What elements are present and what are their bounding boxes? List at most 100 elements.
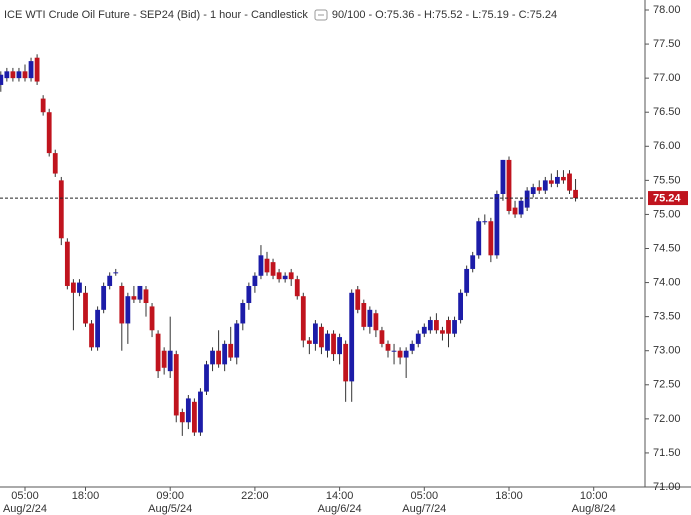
candle-body bbox=[246, 285, 252, 304]
candle-body bbox=[167, 350, 173, 372]
candle-body bbox=[343, 343, 349, 382]
candles bbox=[0, 54, 578, 436]
candle-body bbox=[4, 71, 10, 79]
candle-body bbox=[192, 401, 197, 433]
candle-body bbox=[488, 221, 494, 256]
y-tick-label: 71.50 bbox=[653, 447, 681, 459]
candle-body bbox=[240, 303, 246, 324]
x-date-label: Aug/5/24 bbox=[148, 503, 192, 515]
y-tick-label: 75.00 bbox=[653, 208, 681, 220]
candle-body bbox=[22, 71, 28, 79]
ohlc-label: C: bbox=[518, 9, 530, 21]
candle-body bbox=[403, 350, 409, 358]
candle-body bbox=[421, 326, 427, 334]
ohlc-label: O: bbox=[375, 9, 387, 21]
candle-body bbox=[482, 221, 488, 223]
candle-body bbox=[325, 333, 330, 351]
candle-body bbox=[52, 153, 58, 174]
candle-body bbox=[83, 292, 88, 324]
chart-title: ICE WTI Crude Oil Future - SEP24 (Bid) -… bbox=[4, 9, 308, 21]
candle-body bbox=[415, 333, 421, 344]
y-tick-label: 73.50 bbox=[653, 311, 681, 323]
candle-body bbox=[185, 398, 191, 423]
candle-body bbox=[71, 282, 76, 293]
y-tick-label: 78.00 bbox=[653, 4, 681, 16]
candle-body bbox=[107, 275, 113, 286]
separator: - bbox=[465, 9, 470, 21]
candle-body bbox=[470, 255, 476, 269]
candle-body bbox=[294, 279, 300, 297]
x-date-label: Aug/8/24 bbox=[572, 503, 616, 515]
candle-body bbox=[518, 200, 524, 215]
candle-body bbox=[397, 350, 403, 358]
candle-body bbox=[379, 330, 385, 344]
candle-body bbox=[198, 391, 203, 433]
candle-body bbox=[264, 258, 270, 273]
candle-body bbox=[331, 333, 336, 355]
y-tick-label: 75.50 bbox=[653, 174, 681, 186]
candle-body bbox=[89, 323, 94, 348]
candle-body bbox=[149, 306, 155, 331]
candle-body bbox=[137, 285, 143, 300]
candle-body bbox=[161, 350, 167, 368]
candle-body bbox=[222, 343, 228, 365]
x-tick-label: 14:00 bbox=[326, 490, 354, 502]
candle-body bbox=[367, 309, 373, 327]
y-tick-label: 73.00 bbox=[653, 345, 681, 357]
candle-body bbox=[258, 255, 264, 276]
candle-body bbox=[427, 320, 433, 331]
zoom-level: 90/100 bbox=[331, 9, 366, 21]
candle-body bbox=[64, 241, 70, 286]
current-price-box bbox=[648, 191, 688, 206]
y-tick-label: 76.50 bbox=[653, 106, 681, 118]
x-tick-label: 22:00 bbox=[241, 490, 269, 502]
candle-body bbox=[119, 285, 125, 324]
x-date-label: Aug/2/24 bbox=[3, 503, 47, 515]
candle-body bbox=[524, 190, 530, 208]
x-date-label: Aug/7/24 bbox=[402, 503, 446, 515]
candle-body bbox=[101, 285, 107, 310]
candle-body bbox=[16, 71, 22, 79]
y-tick-label: 77.00 bbox=[653, 72, 681, 84]
candle-body bbox=[46, 112, 52, 154]
ohlc-value: 75.24 bbox=[529, 9, 558, 21]
candle-body bbox=[95, 309, 100, 348]
candle-body bbox=[337, 337, 342, 355]
candle-body bbox=[125, 296, 131, 324]
candle-body bbox=[0, 74, 4, 85]
x-tick-label: 10:00 bbox=[580, 490, 608, 502]
y-tick-label: 72.00 bbox=[653, 413, 681, 425]
candle-body bbox=[536, 187, 542, 191]
candle-body bbox=[440, 330, 445, 334]
separator: - bbox=[368, 9, 373, 21]
candle-body bbox=[40, 98, 46, 113]
candle-body bbox=[288, 272, 294, 280]
candle-body bbox=[234, 323, 240, 358]
candle-body bbox=[282, 275, 288, 280]
x-tick-label: 18:00 bbox=[495, 490, 523, 502]
candle-body bbox=[512, 207, 518, 215]
ohlc-value: 75.52 bbox=[434, 9, 463, 21]
candle-body bbox=[113, 272, 119, 274]
separator: - bbox=[511, 9, 516, 21]
candle-body bbox=[173, 354, 179, 416]
candle-body bbox=[77, 282, 82, 293]
candle-body bbox=[434, 320, 439, 331]
candle-body bbox=[573, 189, 578, 199]
zoom-icon[interactable] bbox=[314, 9, 328, 21]
ohlc-label: H: bbox=[423, 9, 435, 21]
candle-body bbox=[216, 350, 221, 365]
candle-body bbox=[409, 343, 415, 351]
chart-header: ICE WTI Crude Oil Future - SEP24 (Bid) -… bbox=[4, 9, 558, 21]
candle-body bbox=[306, 340, 312, 344]
candle-body bbox=[452, 320, 457, 334]
y-tick-label: 74.00 bbox=[653, 276, 681, 288]
candle-body bbox=[548, 180, 554, 184]
candle-body bbox=[34, 57, 40, 82]
candle-body bbox=[179, 412, 185, 423]
candle-body bbox=[542, 180, 548, 191]
x-tick-label: 18:00 bbox=[72, 490, 100, 502]
